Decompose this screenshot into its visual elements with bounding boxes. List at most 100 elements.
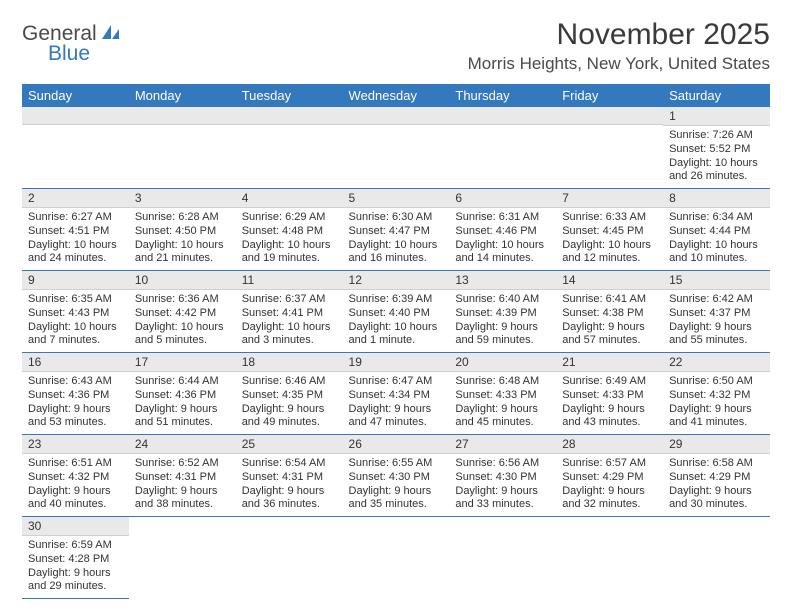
sunset-text: Sunset: 4:32 PM <box>28 471 123 485</box>
day-details: Sunrise: 6:41 AMSunset: 4:38 PMDaylight:… <box>556 290 663 352</box>
empty-day-bar <box>556 107 663 125</box>
day-details: Sunrise: 6:28 AMSunset: 4:50 PMDaylight:… <box>129 208 236 270</box>
week-row: 23Sunrise: 6:51 AMSunset: 4:32 PMDayligh… <box>22 435 770 517</box>
day-cell <box>449 517 556 599</box>
empty-day-bar <box>343 107 450 125</box>
day-number: 4 <box>236 189 343 208</box>
day-cell: 3Sunrise: 6:28 AMSunset: 4:50 PMDaylight… <box>129 189 236 271</box>
sunrise-text: Sunrise: 6:33 AM <box>562 211 657 225</box>
day-cell: 8Sunrise: 6:34 AMSunset: 4:44 PMDaylight… <box>663 189 770 271</box>
day-number: 30 <box>22 517 129 536</box>
logo-text-blue: Blue <box>48 42 90 65</box>
sunset-text: Sunset: 4:34 PM <box>349 389 444 403</box>
daylight-text: Daylight: 10 hours and 12 minutes. <box>562 239 657 267</box>
sunrise-text: Sunrise: 7:26 AM <box>669 129 764 143</box>
sunrise-text: Sunrise: 6:28 AM <box>135 211 230 225</box>
header: General November 2025 Morris Heights, Ne… <box>0 0 792 80</box>
day-cell: 22Sunrise: 6:50 AMSunset: 4:32 PMDayligh… <box>663 353 770 435</box>
sunrise-text: Sunrise: 6:49 AM <box>562 375 657 389</box>
sunrise-text: Sunrise: 6:55 AM <box>349 457 444 471</box>
day-number: 5 <box>343 189 450 208</box>
sunrise-text: Sunrise: 6:58 AM <box>669 457 764 471</box>
sunrise-text: Sunrise: 6:47 AM <box>349 375 444 389</box>
sunset-text: Sunset: 4:48 PM <box>242 225 337 239</box>
day-cell: 29Sunrise: 6:58 AMSunset: 4:29 PMDayligh… <box>663 435 770 517</box>
week-row: 2Sunrise: 6:27 AMSunset: 4:51 PMDaylight… <box>22 189 770 271</box>
day-cell: 20Sunrise: 6:48 AMSunset: 4:33 PMDayligh… <box>449 353 556 435</box>
day-cell: 15Sunrise: 6:42 AMSunset: 4:37 PMDayligh… <box>663 271 770 353</box>
sunset-text: Sunset: 4:50 PM <box>135 225 230 239</box>
daylight-text: Daylight: 9 hours and 57 minutes. <box>562 321 657 349</box>
daylight-text: Daylight: 9 hours and 36 minutes. <box>242 485 337 513</box>
sunrise-text: Sunrise: 6:44 AM <box>135 375 230 389</box>
daylight-text: Daylight: 10 hours and 26 minutes. <box>669 157 764 185</box>
sunrise-text: Sunrise: 6:27 AM <box>28 211 123 225</box>
empty-day-bar <box>129 107 236 125</box>
sunset-text: Sunset: 4:29 PM <box>669 471 764 485</box>
day-details: Sunrise: 6:43 AMSunset: 4:36 PMDaylight:… <box>22 372 129 434</box>
daylight-text: Daylight: 9 hours and 41 minutes. <box>669 403 764 431</box>
sunrise-text: Sunrise: 6:30 AM <box>349 211 444 225</box>
week-row: 30Sunrise: 6:59 AMSunset: 4:28 PMDayligh… <box>22 517 770 599</box>
sunrise-text: Sunrise: 6:46 AM <box>242 375 337 389</box>
day-number: 6 <box>449 189 556 208</box>
day-number: 3 <box>129 189 236 208</box>
daylight-text: Daylight: 9 hours and 33 minutes. <box>455 485 550 513</box>
sunrise-text: Sunrise: 6:50 AM <box>669 375 764 389</box>
day-cell: 2Sunrise: 6:27 AMSunset: 4:51 PMDaylight… <box>22 189 129 271</box>
day-number: 23 <box>22 435 129 454</box>
day-number: 25 <box>236 435 343 454</box>
sunset-text: Sunset: 4:28 PM <box>28 553 123 567</box>
day-cell: 27Sunrise: 6:56 AMSunset: 4:30 PMDayligh… <box>449 435 556 517</box>
day-number: 26 <box>343 435 450 454</box>
sunset-text: Sunset: 4:44 PM <box>669 225 764 239</box>
day-cell <box>556 107 663 189</box>
day-details: Sunrise: 6:33 AMSunset: 4:45 PMDaylight:… <box>556 208 663 270</box>
sunset-text: Sunset: 4:31 PM <box>242 471 337 485</box>
day-cell: 26 Sunrise: 6:55 AMSunset: 4:30 PMDayligh… <box>343 435 450 517</box>
daylight-text: Daylight: 9 hours and 30 minutes. <box>669 485 764 513</box>
day-cell: 17Sunrise: 6:44 AMSunset: 4:36 PMDayligh… <box>129 353 236 435</box>
day-number: 2 <box>22 189 129 208</box>
day-header: Monday <box>129 84 236 107</box>
day-header: Saturday <box>663 84 770 107</box>
day-details: Sunrise: 6:48 AMSunset: 4:33 PMDaylight:… <box>449 372 556 434</box>
day-cell <box>449 107 556 189</box>
sunset-text: Sunset: 4:36 PM <box>28 389 123 403</box>
sunset-text: Sunset: 4:46 PM <box>455 225 550 239</box>
day-details: Sunrise: 6:44 AMSunset: 4:36 PMDaylight:… <box>129 372 236 434</box>
daylight-text: Daylight: 10 hours and 21 minutes. <box>135 239 230 267</box>
day-cell: 10Sunrise: 6:36 AMSunset: 4:42 PMDayligh… <box>129 271 236 353</box>
day-cell <box>556 517 663 599</box>
sunrise-text: Sunrise: 6:48 AM <box>455 375 550 389</box>
sunrise-text: Sunrise: 6:40 AM <box>455 293 550 307</box>
day-details: Sunrise: 6:34 AMSunset: 4:44 PMDaylight:… <box>663 208 770 270</box>
day-number: 22 <box>663 353 770 372</box>
sunset-text: Sunset: 4:37 PM <box>669 307 764 321</box>
day-number: 19 <box>343 353 450 372</box>
day-number: 24 <box>129 435 236 454</box>
day-header: Wednesday <box>343 84 450 107</box>
day-cell: 19 Sunrise: 6:47 AMSunset: 4:34 PMDayligh… <box>343 353 450 435</box>
daylight-text: Daylight: 9 hours and 47 minutes. <box>349 403 444 431</box>
day-cell: 24Sunrise: 6:52 AMSunset: 4:31 PMDayligh… <box>129 435 236 517</box>
day-cell: 12Sunrise: 6:39 AMSunset: 4:40 PMDayligh… <box>343 271 450 353</box>
day-header: Friday <box>556 84 663 107</box>
sunrise-text: Sunrise: 6:43 AM <box>28 375 123 389</box>
day-details: Sunrise: 6:52 AMSunset: 4:31 PMDaylight:… <box>129 454 236 516</box>
day-number: 1 <box>663 107 770 126</box>
sunrise-text: Sunrise: 6:52 AM <box>135 457 230 471</box>
day-details: Sunrise: 6:29 AMSunset: 4:48 PMDaylight:… <box>236 208 343 270</box>
day-header: Tuesday <box>236 84 343 107</box>
day-number: 15 <box>663 271 770 290</box>
day-details: Sunrise: 6:31 AMSunset: 4:46 PMDaylight:… <box>449 208 556 270</box>
sunset-text: Sunset: 4:39 PM <box>455 307 550 321</box>
sunset-text: Sunset: 4:45 PM <box>562 225 657 239</box>
daylight-text: Daylight: 9 hours and 35 minutes. <box>349 485 444 513</box>
sunset-text: Sunset: 4:30 PM <box>349 471 444 485</box>
day-header: Thursday <box>449 84 556 107</box>
day-number: 17 <box>129 353 236 372</box>
day-number: 20 <box>449 353 556 372</box>
day-details: Sunrise: 6:51 AMSunset: 4:32 PMDaylight:… <box>22 454 129 516</box>
sunset-text: Sunset: 4:29 PM <box>562 471 657 485</box>
